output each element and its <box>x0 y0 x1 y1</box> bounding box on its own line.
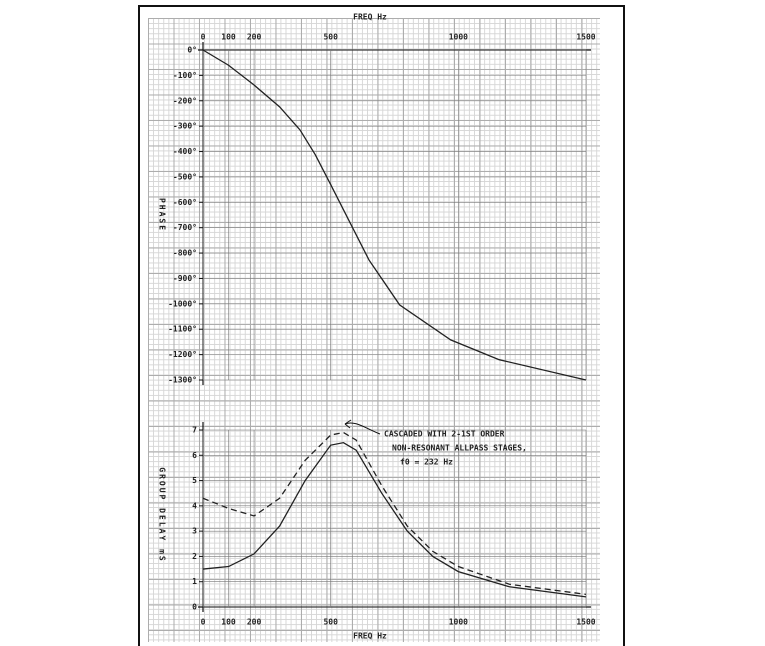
annotation-arrow <box>344 422 381 435</box>
y-tick-label: 5 <box>192 476 197 485</box>
y-tick-label: -200° <box>173 96 197 105</box>
y-tick-label: -400° <box>173 147 197 156</box>
y-tick-label: -1300° <box>168 376 197 385</box>
x-tick-label: 500 <box>323 618 338 627</box>
x-tick-label: 200 <box>247 33 262 42</box>
y-tick-label: 7 <box>192 426 197 435</box>
graph-paper <box>148 18 600 642</box>
data-line <box>202 49 587 381</box>
y-tick-label: -700° <box>173 223 197 232</box>
annotation: NON-RESONANT ALLPASS STAGES, <box>392 444 527 453</box>
x-tick-label: 0 <box>201 618 206 627</box>
annotation: f0 = 232 Hz <box>400 458 453 467</box>
y-tick-label: 0 <box>192 603 197 612</box>
y-tick-label: 2 <box>192 552 197 561</box>
y-axis-label: PHASE <box>158 198 167 232</box>
y-tick-label: 4 <box>192 501 197 510</box>
y-tick-label: -500° <box>173 172 197 181</box>
y-tick-label: -900° <box>173 274 197 283</box>
y-tick-label: -100° <box>173 71 197 80</box>
y-tick-label: -1100° <box>168 325 197 334</box>
x-axis-label: FREQ Hz <box>353 13 387 22</box>
x-tick-label: 500 <box>323 33 338 42</box>
annotation: CASCADED WITH 2-1ST ORDER <box>384 430 505 439</box>
x-tick-label: 1500 <box>576 618 595 627</box>
annotation-arrowhead <box>344 419 352 429</box>
y-axis-label: GROUP DELAY mS <box>158 467 167 562</box>
x-tick-label: 1500 <box>576 33 595 42</box>
x-tick-label: 1000 <box>449 618 468 627</box>
x-tick-label: 100 <box>221 33 236 42</box>
x-tick-label: 100 <box>221 618 236 627</box>
data-line <box>202 441 587 598</box>
y-tick-label: 1 <box>192 577 197 586</box>
paper-border <box>138 5 625 646</box>
data-line <box>202 431 587 596</box>
y-tick-label: -800° <box>173 249 197 258</box>
y-tick-label: -300° <box>173 122 197 131</box>
x-tick-label: 200 <box>247 618 262 627</box>
x-axis-label: FREQ Hz <box>353 632 387 641</box>
y-tick-label: 0° <box>187 46 197 55</box>
x-tick-label: 1000 <box>449 33 468 42</box>
y-tick-label: -600° <box>173 198 197 207</box>
y-tick-label: 6 <box>192 451 197 460</box>
y-tick-label: 3 <box>192 527 197 536</box>
y-tick-label: -1200° <box>168 350 197 359</box>
x-tick-label: 0 <box>201 33 206 42</box>
y-tick-label: -1000° <box>168 299 197 308</box>
